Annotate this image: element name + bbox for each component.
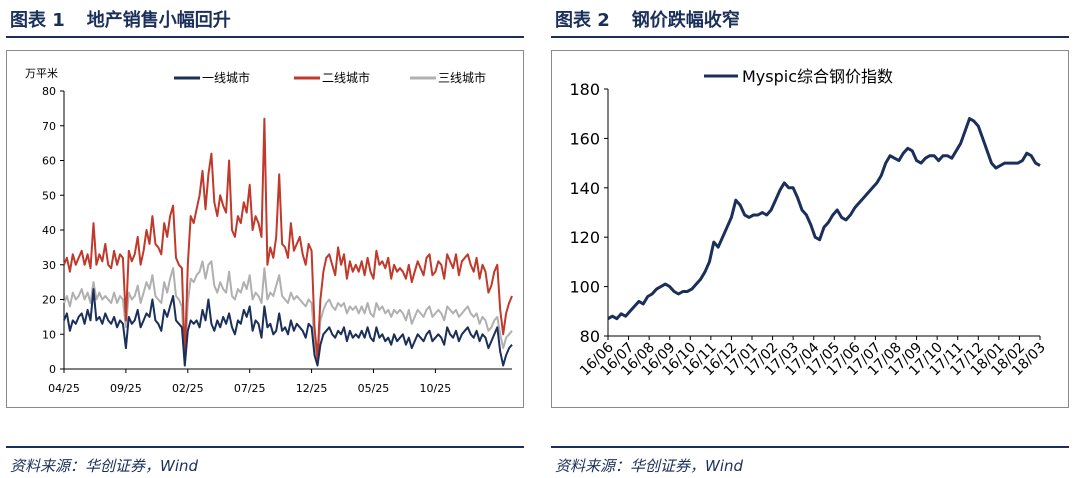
housing-sales-chart: 万平米 0 10 20 30 40 50 60 70 80 04/25 09/25 02/25 07/25… bbox=[25, 67, 513, 395]
y-tick-label: 50 bbox=[42, 189, 56, 202]
y-tick-label: 70 bbox=[42, 120, 56, 133]
y-tick-label: 60 bbox=[42, 155, 56, 168]
x-tick-label: 12/25 bbox=[296, 382, 328, 395]
series-line bbox=[63, 288, 513, 367]
source-note: 资料来源：华创证券，Wind bbox=[555, 457, 744, 475]
legend-label: Myspic综合钢价指数 bbox=[742, 67, 893, 86]
figure-2: 图表 2 钢价跌幅收窄 80 100 120 140 160 180 16/06 16/07 16… bbox=[551, 0, 1076, 478]
x-tick-label: 09/25 bbox=[110, 382, 142, 395]
figure-caption: 地产销售小幅回升 bbox=[86, 10, 231, 31]
source-note: 资料来源：华创证券，Wind bbox=[10, 457, 199, 475]
x-tick-label: 02/25 bbox=[172, 382, 204, 395]
y-tick-label: 30 bbox=[42, 259, 56, 272]
x-tick-label: 04/25 bbox=[48, 382, 80, 395]
series-line bbox=[63, 260, 513, 367]
chart-area: 万平米 0 10 20 30 40 50 60 70 80 04/25 09/25 02/25 07/25… bbox=[6, 50, 524, 408]
legend-label: 一线城市 bbox=[202, 70, 250, 85]
figure-title: 图表 2 钢价跌幅收窄 bbox=[555, 6, 740, 32]
y-tick-label: 80 bbox=[580, 327, 600, 346]
y-tick-label: 40 bbox=[42, 224, 56, 237]
y-tick-label: 180 bbox=[569, 80, 600, 99]
figure-title: 图表 1 地产销售小幅回升 bbox=[10, 6, 231, 32]
x-tick-label: 05/25 bbox=[358, 382, 390, 395]
y-tick-label: 160 bbox=[569, 129, 600, 148]
x-tick-label: 10/25 bbox=[420, 382, 452, 395]
y-tick-label: 80 bbox=[42, 85, 56, 98]
title-rule bbox=[551, 36, 1069, 38]
figure-number: 图表 2 bbox=[555, 10, 610, 31]
series-line bbox=[63, 117, 513, 360]
source-rule bbox=[6, 446, 524, 448]
figure-number: 图表 1 bbox=[10, 10, 65, 31]
y-tick-label: 10 bbox=[42, 328, 56, 341]
title-rule bbox=[6, 36, 524, 38]
y-tick-label: 120 bbox=[569, 228, 600, 247]
series-line bbox=[607, 117, 1041, 321]
y-tick-label: 0 bbox=[49, 363, 56, 376]
y-tick-label: 140 bbox=[569, 179, 600, 198]
legend-label: 二线城市 bbox=[322, 70, 370, 85]
legend-label: 三线城市 bbox=[438, 70, 486, 85]
unit-label: 万平米 bbox=[25, 67, 58, 80]
figure-caption: 钢价跌幅收窄 bbox=[631, 10, 740, 31]
figure-1: 图表 1 地产销售小幅回升 万平米 0 10 20 30 40 50 60 70 80 04/25 09… bbox=[6, 0, 531, 478]
steel-price-chart: 8010012014016018016/0616/0716/0816/0916/… bbox=[569, 67, 1048, 379]
chart-area: 80 100 120 140 160 180 16/06 16/07 16/08 16/09 16/… bbox=[551, 50, 1069, 408]
x-tick-label: 07/25 bbox=[234, 382, 266, 395]
source-rule bbox=[551, 446, 1069, 448]
y-tick-label: 100 bbox=[569, 278, 600, 297]
y-tick-label: 20 bbox=[42, 294, 56, 307]
